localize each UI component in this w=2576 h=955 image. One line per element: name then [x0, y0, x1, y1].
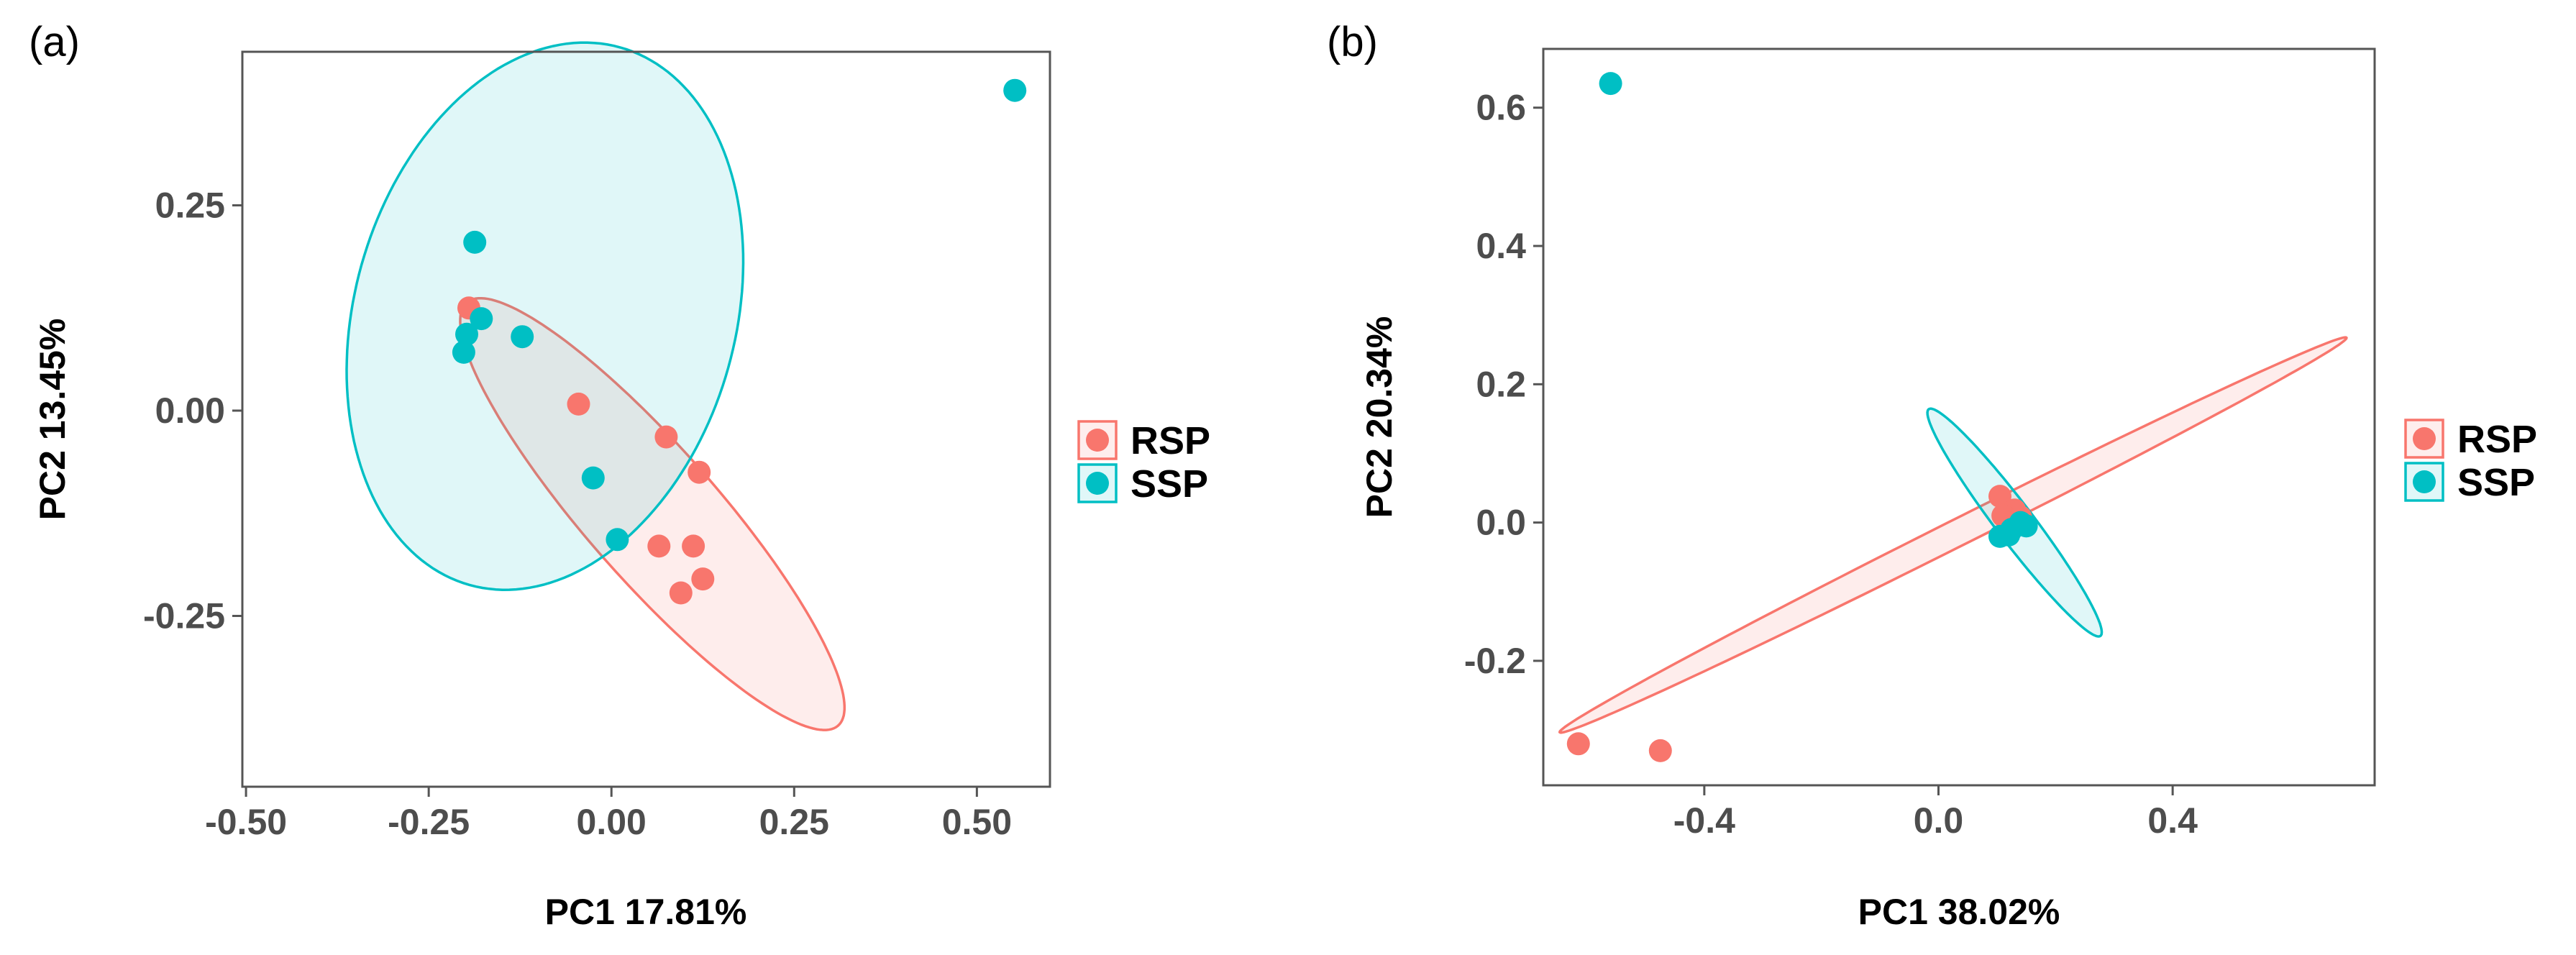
- legend-label-rsp: RSP: [2457, 418, 2537, 461]
- point-ssp: [1997, 523, 2021, 547]
- x-axis-title: PC1 17.81%: [545, 892, 747, 932]
- x-tick-label: -0.50: [205, 802, 287, 842]
- x-axis-title: PC1 38.02%: [1858, 892, 2060, 932]
- y-tick-label: 0.2: [1476, 364, 1526, 404]
- y-axis-title: PC2 13.45%: [32, 319, 73, 521]
- x-tick-label: 0.50: [942, 802, 1012, 842]
- point-ssp: [581, 466, 605, 490]
- y-tick-label: 0.4: [1476, 226, 1526, 266]
- y-tick-label: -0.2: [1464, 641, 1526, 681]
- x-tick-label: -0.4: [1673, 800, 1735, 841]
- point-rsp: [1566, 732, 1590, 756]
- point-ssp: [1599, 72, 1622, 96]
- point-ssp: [455, 322, 478, 346]
- y-tick-label: 0.0: [1476, 503, 1526, 543]
- legend-label-ssp: SSP: [2457, 461, 2535, 504]
- x-tick-label: 0.4: [2147, 800, 2198, 841]
- data-points: [452, 78, 1027, 605]
- y-tick-label: 0.6: [1476, 88, 1526, 128]
- legend-marker-ssp: [2413, 470, 2436, 493]
- legend-key-ssp: [2404, 462, 2444, 502]
- confidence-ellipses: [345, 41, 846, 731]
- point-ssp: [452, 340, 475, 364]
- panel-label: (b): [1327, 19, 1378, 65]
- point-rsp: [691, 567, 715, 591]
- point-ssp: [470, 307, 493, 331]
- point-ssp: [463, 230, 487, 254]
- y-tick-label: 0.00: [155, 390, 225, 431]
- x-tick-label: 0.0: [1914, 800, 1964, 841]
- chart-panel-a: (a) -0.50 -0.25 0.00 0.25 0.50 0.25 0.00 -0.25…: [29, 19, 1210, 932]
- panel-label: (a): [29, 19, 80, 65]
- point-ssp: [1003, 78, 1027, 102]
- y-axis-ticks: 0.25 0.00 -0.25: [143, 186, 242, 636]
- legend-marker-ssp: [1086, 472, 1109, 495]
- point-rsp: [669, 581, 693, 605]
- ellipse-rsp: [1558, 336, 2348, 734]
- y-tick-label: 0.25: [155, 186, 225, 226]
- x-tick-label: -0.25: [388, 802, 470, 842]
- legend-marker-rsp: [2413, 427, 2436, 450]
- legend-label-ssp: SSP: [1131, 462, 1208, 506]
- y-axis-ticks: 0.6 0.4 0.2 0.0 -0.2: [1464, 88, 1543, 681]
- x-tick-label: 0.00: [577, 802, 647, 842]
- point-rsp: [688, 460, 711, 484]
- legend-marker-rsp: [1086, 429, 1109, 452]
- point-rsp: [567, 392, 590, 416]
- y-axis-title: PC2 20.34%: [1359, 316, 1399, 518]
- point-ssp: [511, 325, 534, 349]
- plot-frame: [1542, 47, 2376, 787]
- ellipse-ssp: [345, 41, 745, 591]
- chart-panel-b: (b) -0.4 0.0 0.4 0.6 0.4 0.2 0.0 -0.2 PC1 38.0…: [1327, 19, 2537, 932]
- x-tick-label: 0.25: [759, 802, 829, 842]
- legend-label-rsp: RSP: [1131, 419, 1210, 462]
- x-axis-ticks: -0.50 -0.25 0.00 0.25 0.50: [205, 787, 1012, 842]
- point-ssp: [2014, 514, 2038, 538]
- data-points: [1566, 72, 2038, 762]
- point-rsp: [1648, 739, 1672, 762]
- point-rsp: [1988, 485, 2011, 508]
- point-rsp: [654, 425, 678, 449]
- point-rsp: [682, 534, 705, 558]
- point-ssp: [606, 528, 629, 552]
- y-tick-label: -0.25: [143, 595, 225, 636]
- point-rsp: [647, 534, 671, 558]
- x-axis-ticks: -0.4 0.0 0.4: [1673, 785, 2198, 841]
- plot-frame: [241, 50, 1051, 788]
